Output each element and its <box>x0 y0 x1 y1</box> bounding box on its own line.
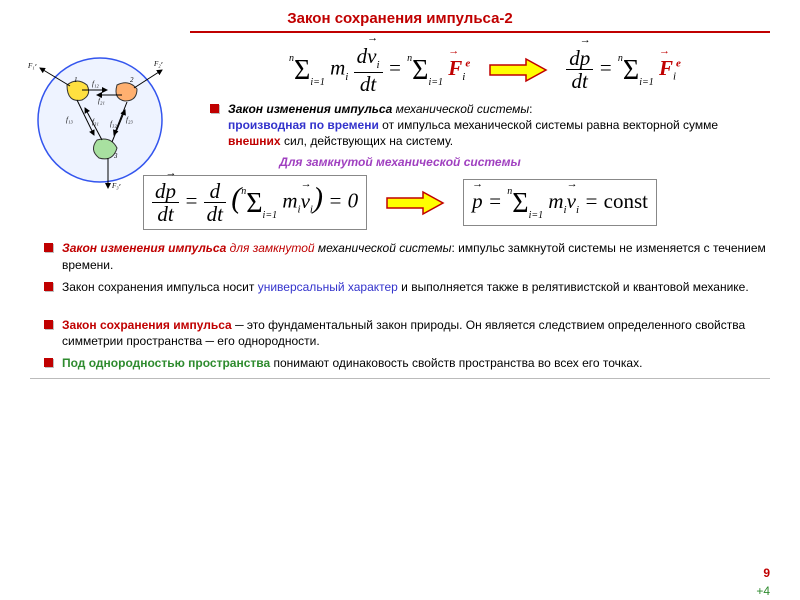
law1-red: внешних <box>228 134 281 148</box>
footer-rule <box>30 378 770 379</box>
eq2-left: dpdt = ddt (nΣi=1 mivi) = 0 <box>143 175 367 230</box>
svg-text:f₂₃: f₂₃ <box>126 116 133 124</box>
svg-text:f₂₁: f₂₁ <box>98 97 105 105</box>
eq1-left: nΣi=1 mi dvidt = nΣi=1 Fie <box>289 45 470 95</box>
svg-text:3: 3 <box>113 152 118 160</box>
svg-text:2: 2 <box>130 76 134 84</box>
title-text: Закон сохранения импульса-2 <box>287 10 513 27</box>
svg-text:f₁₂: f₁₂ <box>92 80 99 88</box>
eq1-right: dpdt = nΣi=1 Fie <box>566 47 681 92</box>
law-1-item: Закон изменения импульса механической си… <box>210 101 770 150</box>
main-bullets: Закон изменения импульса для замкнутой м… <box>0 240 800 371</box>
arrow-icon <box>488 57 548 83</box>
svg-text:f₃₂: f₃₂ <box>110 120 117 128</box>
bullet-item: Под однородностью пространства понимают … <box>44 355 770 371</box>
equation-row-1: nΣi=1 mi dvidt = nΣi=1 Fie dpdt = nΣi=1 … <box>170 45 800 95</box>
svg-text:f₃₁: f₃₁ <box>92 118 99 126</box>
bullet-item: Закон сохранения импульса ─ это фундамен… <box>44 317 770 349</box>
bullet-item: Закон изменения импульса для замкнутой м… <box>44 240 770 272</box>
svg-text:F₃ᵉ: F₃ᵉ <box>111 182 122 190</box>
svg-text:F₁ᵉ: F₁ᵉ <box>27 62 38 70</box>
bullet-item: Закон сохранения импульса носит универса… <box>44 279 770 295</box>
law1-blue: производная по времени <box>228 118 379 132</box>
svg-text:f₁₃: f₁₃ <box>66 116 73 124</box>
system-diagram: 1 2 3 F₁ᵉ F₂ᵉ F₃ᵉ f₁₂ f₂₁ f₁₃ f₃₁ f₂₃ f₃₂ <box>22 40 172 190</box>
eq2-right: p = nΣi=1 mivi = const <box>463 179 657 226</box>
subhead-text: Для замкнутой механической системы <box>279 155 520 169</box>
arrow-icon <box>385 190 445 216</box>
page-title: Закон сохранения импульса-2 <box>0 0 800 31</box>
svg-text:F₂ᵉ: F₂ᵉ <box>153 60 164 68</box>
svg-text:1: 1 <box>74 76 78 84</box>
slide-number: 9 <box>763 566 770 580</box>
title-rule <box>190 31 770 33</box>
footer-mark: +4 <box>756 584 770 598</box>
